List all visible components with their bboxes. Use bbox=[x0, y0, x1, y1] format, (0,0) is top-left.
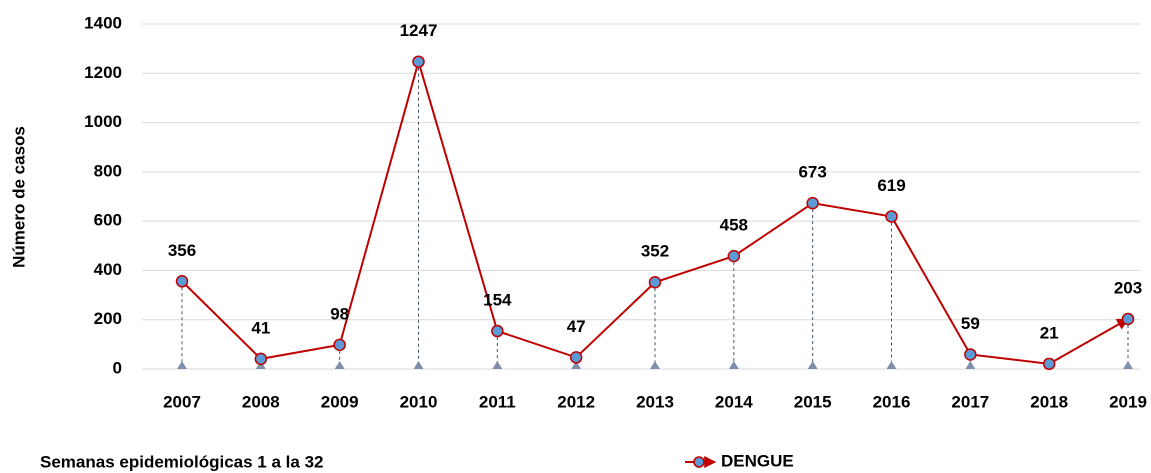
data-label: 59 bbox=[961, 314, 980, 333]
point bbox=[806, 196, 819, 210]
x-tick-label: 2014 bbox=[715, 392, 753, 411]
base-marker bbox=[413, 361, 424, 369]
y-tick-label: 400 bbox=[94, 260, 122, 279]
x-tick-label: 2008 bbox=[242, 392, 280, 411]
data-label: 154 bbox=[483, 291, 512, 310]
x-tick-label: 2009 bbox=[321, 392, 359, 411]
point bbox=[1042, 357, 1056, 371]
point bbox=[569, 351, 583, 364]
x-tick-label: 2013 bbox=[636, 392, 674, 411]
data-label: 47 bbox=[567, 317, 586, 336]
base-marker bbox=[571, 361, 582, 369]
point bbox=[885, 210, 898, 223]
point bbox=[254, 352, 268, 366]
data-label: 98 bbox=[330, 304, 349, 323]
y-tick-label: 1400 bbox=[84, 13, 122, 32]
data-label: 673 bbox=[798, 163, 826, 182]
point bbox=[333, 338, 346, 352]
x-tick-label: 2015 bbox=[794, 392, 832, 411]
y-tick-label: 1200 bbox=[84, 63, 122, 82]
y-axis-title: Número de casos bbox=[9, 126, 28, 268]
base-marker bbox=[886, 361, 897, 369]
data-label: 41 bbox=[251, 318, 270, 337]
data-label: 1247 bbox=[400, 21, 438, 40]
data-label: 619 bbox=[877, 176, 905, 195]
y-tick-label: 0 bbox=[113, 358, 122, 377]
data-label: 203 bbox=[1114, 278, 1142, 297]
base-marker bbox=[728, 361, 739, 369]
data-label: 458 bbox=[720, 216, 748, 235]
point bbox=[727, 249, 741, 263]
point bbox=[412, 55, 425, 68]
base-marker bbox=[334, 361, 345, 369]
legend-label: DENGUE bbox=[721, 451, 794, 470]
x-tick-label: 2010 bbox=[400, 392, 438, 411]
base-marker bbox=[807, 361, 818, 369]
point bbox=[491, 324, 504, 338]
y-tick-label: 200 bbox=[94, 309, 122, 328]
base-marker bbox=[1123, 361, 1133, 369]
legend-marker bbox=[693, 456, 705, 468]
x-tick-label: 2007 bbox=[163, 392, 201, 411]
x-tick-label: 2011 bbox=[479, 392, 516, 411]
point bbox=[1121, 312, 1135, 326]
y-tick-label: 1000 bbox=[84, 112, 122, 131]
point bbox=[175, 275, 189, 288]
point bbox=[648, 276, 662, 289]
data-label: 356 bbox=[168, 241, 196, 260]
y-tick-label: 600 bbox=[94, 211, 122, 230]
x-tick-label: 2018 bbox=[1030, 392, 1068, 411]
x-tick-label: 2017 bbox=[951, 392, 989, 411]
data-label: 21 bbox=[1040, 323, 1059, 342]
base-marker bbox=[650, 361, 660, 369]
base-marker bbox=[177, 361, 187, 369]
data-label: 352 bbox=[641, 242, 669, 261]
base-marker bbox=[965, 361, 976, 369]
footnote: Semanas epidemiológicas 1 a la 32 bbox=[40, 452, 323, 471]
base-marker bbox=[492, 361, 503, 369]
x-tick-label: 2019 bbox=[1109, 392, 1147, 411]
x-tick-label: 2012 bbox=[557, 392, 595, 411]
point bbox=[964, 348, 977, 361]
y-tick-label: 800 bbox=[94, 161, 122, 180]
x-tick-label: 2016 bbox=[873, 392, 911, 411]
